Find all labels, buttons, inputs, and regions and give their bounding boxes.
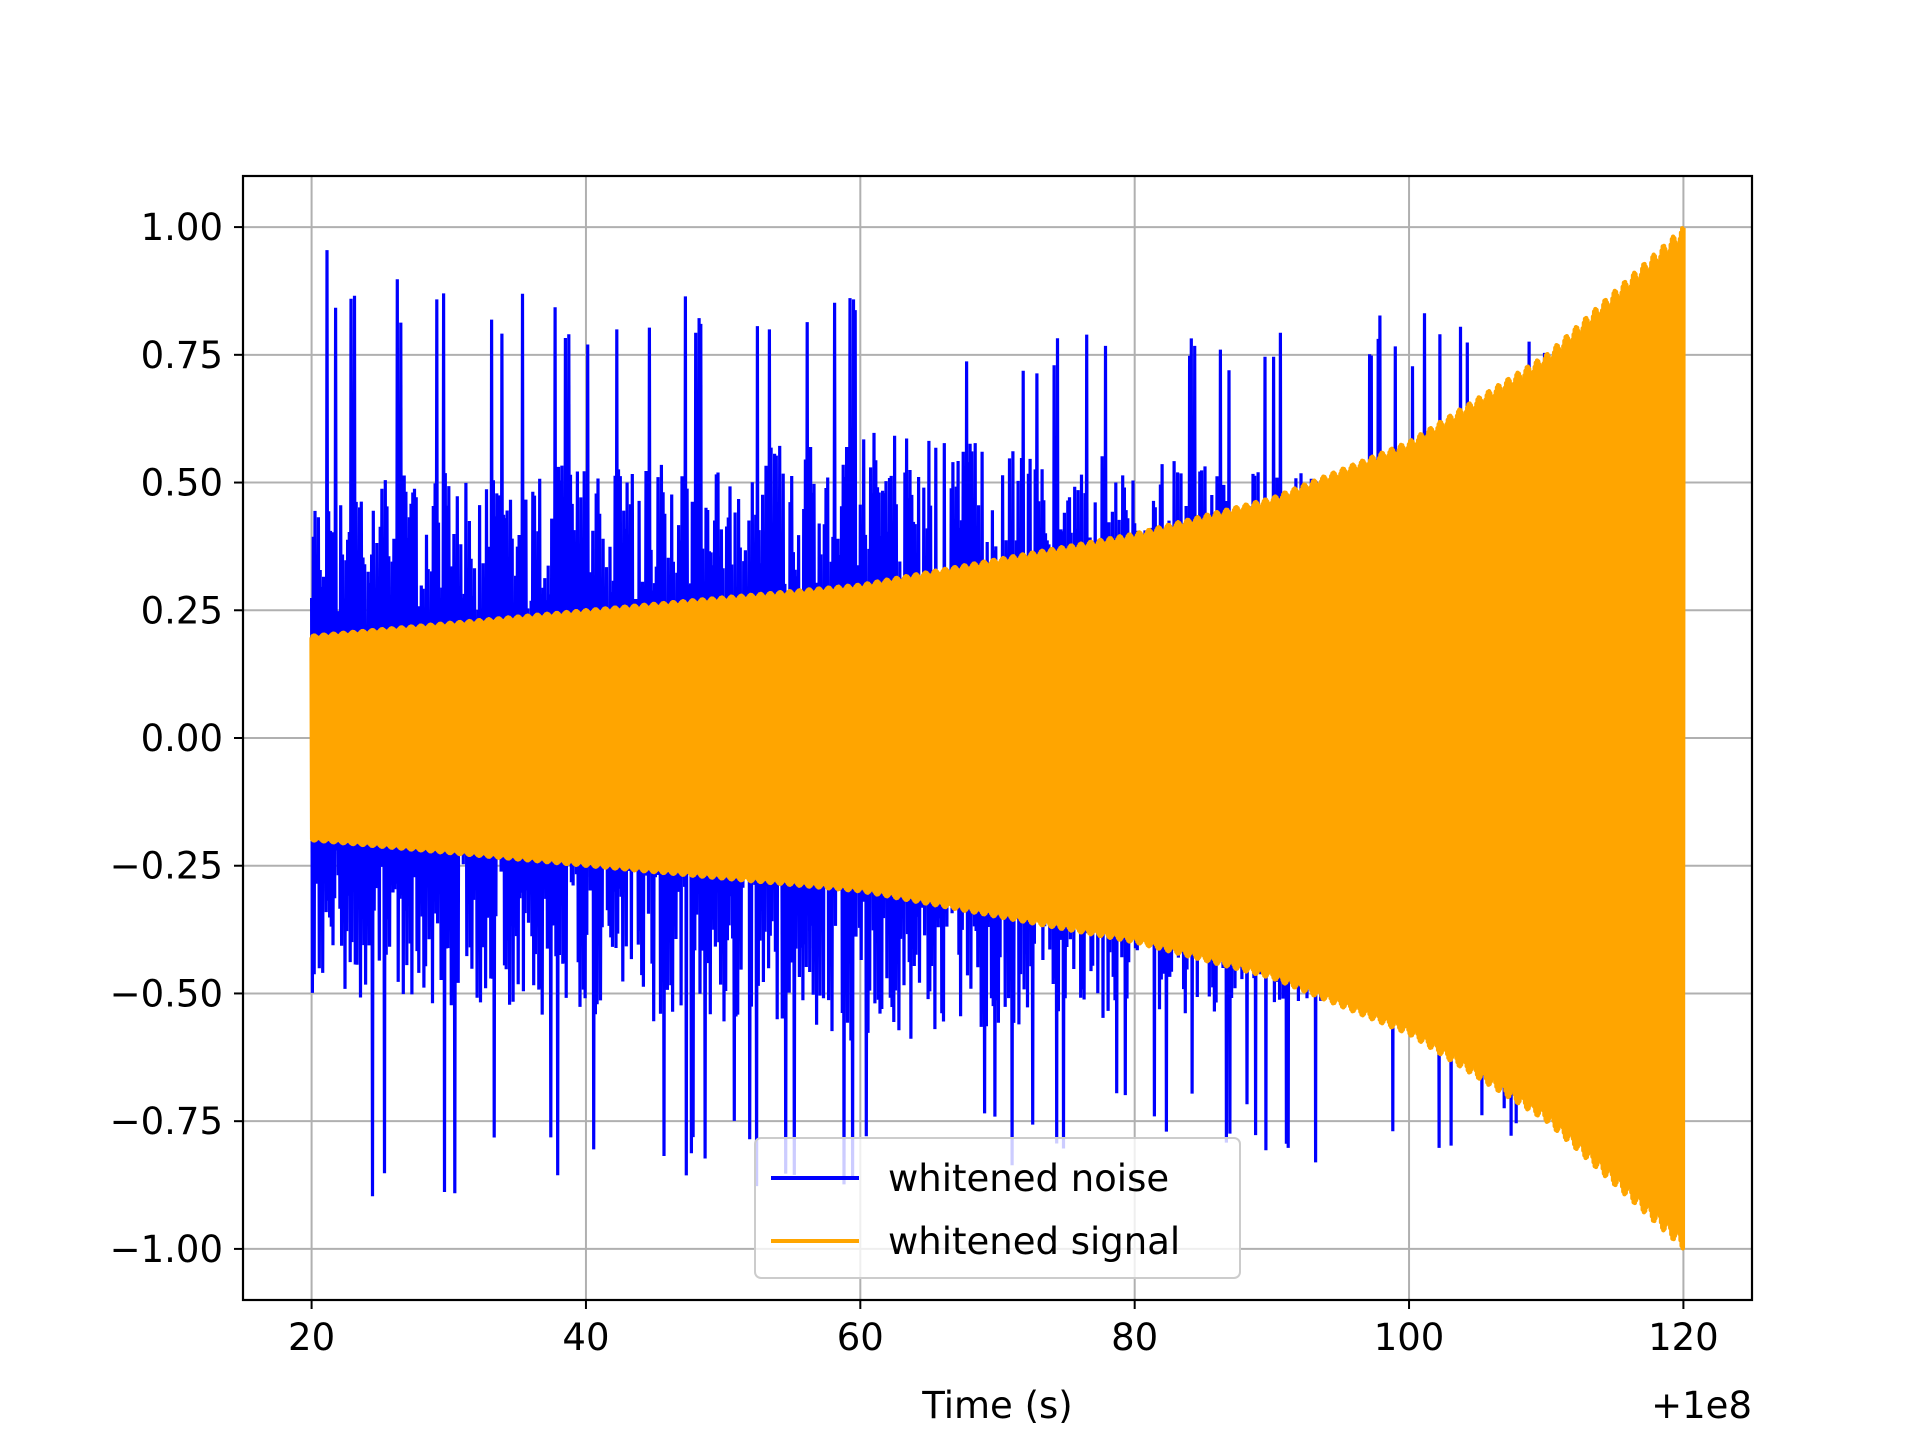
- x-tick-label: 120: [1648, 1316, 1719, 1359]
- x-tick-label: 80: [1111, 1316, 1158, 1359]
- legend-label: whitened noise: [888, 1157, 1169, 1200]
- x-tick-label: 20: [288, 1316, 335, 1359]
- ticks: 20 40 60 80 100 120 1.00 0.75 0.50 0.25 0.00 −0.25 −…: [110, 206, 1719, 1359]
- y-tick-label: −0.50: [110, 972, 223, 1015]
- y-tick-label: 0.50: [141, 462, 223, 505]
- y-tick-label: 1.00: [141, 206, 223, 249]
- legend-box: [754, 1137, 1241, 1279]
- y-tick-label: 0.75: [141, 334, 223, 377]
- y-tick-label: 0.25: [141, 589, 223, 632]
- x-tick-label: 40: [562, 1316, 609, 1359]
- x-axis-offset-text: +1e8: [1651, 1384, 1752, 1427]
- y-tick-label: −0.25: [110, 845, 223, 888]
- legend: whitened noise whitened signal: [754, 1137, 1241, 1279]
- y-tick-label: 0.00: [141, 717, 223, 760]
- plot-area: [309, 226, 1686, 1251]
- legend-label: whitened signal: [888, 1220, 1180, 1263]
- x-tick-label: 100: [1374, 1316, 1445, 1359]
- y-tick-label: −1.00: [110, 1228, 223, 1271]
- series-whitened-signal-line: [309, 226, 1686, 1251]
- y-tick-label: −0.75: [110, 1100, 223, 1143]
- x-axis-label: Time (s): [921, 1384, 1072, 1427]
- x-tick-label: 60: [837, 1316, 884, 1359]
